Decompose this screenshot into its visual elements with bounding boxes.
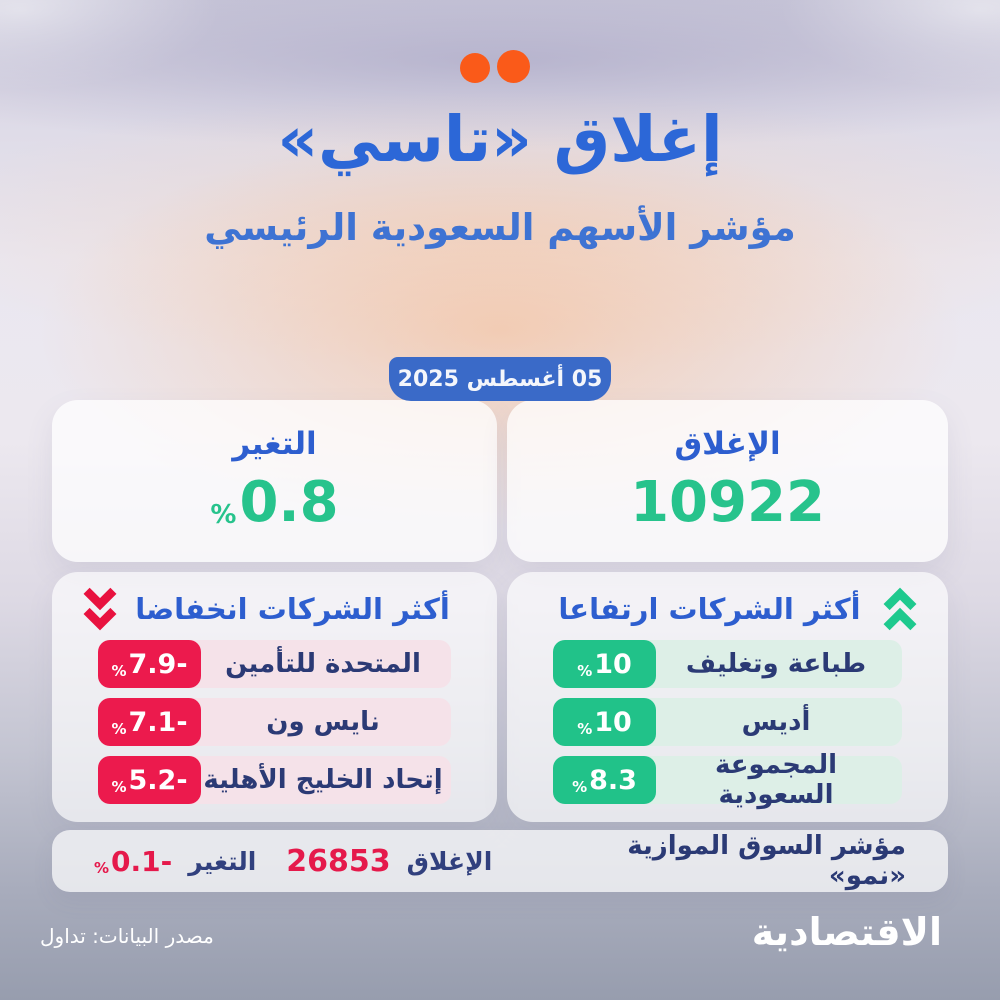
page-subtitle: مؤشر الأسهم السعودية الرئيسي — [204, 206, 796, 249]
close-label: الإغلاق — [674, 426, 781, 462]
nomu-change-value: -0.1 % — [94, 845, 172, 878]
nomu-close-value: 26853 — [286, 843, 391, 879]
nomu-title: مؤشر السوق الموازية «نمو» — [627, 831, 906, 891]
nomu-change-group: التغير -0.1 % — [94, 845, 256, 878]
change-summary-card: التغير 0.8 % — [52, 400, 497, 562]
brand-dots — [460, 50, 540, 86]
brand-dot-right — [497, 50, 530, 83]
gainer-row: أديس 10 % — [553, 698, 902, 746]
company-name: أديس — [741, 707, 811, 737]
top-losers-panel: أكثر الشركات انخفاضا المتحدة للتأمين -7.… — [52, 572, 497, 822]
top-gainers-title: أكثر الشركات ارتفاعا — [558, 592, 861, 626]
close-value: 10922 — [630, 470, 825, 535]
close-summary-card: الإغلاق 10922 — [507, 400, 948, 562]
date-badge: 05 أغسطس 2025 — [389, 357, 611, 401]
change-badge: 8.3 % — [553, 756, 656, 804]
change-number: 10 — [594, 706, 632, 738]
change-label: التغير — [232, 426, 317, 462]
percent-sign: % — [94, 859, 110, 877]
top-losers-title: أكثر الشركات انخفاضا — [135, 592, 450, 626]
change-number: -0.1 — [111, 844, 173, 878]
nomu-change-label: التغير — [188, 846, 257, 876]
change-badge: 10 % — [553, 640, 656, 688]
top-gainers-rows: طباعة وتغليف 10 % أديس 10 % المجموعة الس… — [553, 640, 902, 810]
page-title: إغلاق «تاسي» — [277, 103, 723, 176]
change-badge: -5.2 % — [98, 756, 201, 804]
nomu-close-label: الإغلاق — [406, 846, 493, 876]
company-name: المتحدة للتأمين — [225, 649, 421, 679]
brand-dot-left — [460, 53, 490, 83]
change-badge: -7.9 % — [98, 640, 201, 688]
chevrons-down-icon — [82, 586, 118, 632]
percent-sign: % — [577, 662, 593, 680]
percent-sign: % — [111, 720, 127, 738]
percent-sign: % — [572, 778, 588, 796]
company-name: طباعة وتغليف — [685, 649, 867, 679]
gainer-row: المجموعة السعودية 8.3 % — [553, 750, 902, 810]
change-number: -7.1 — [128, 706, 188, 738]
data-source-note: مصدر البيانات: تداول — [40, 924, 214, 948]
change-value: 0.8 % — [210, 470, 338, 535]
top-losers-rows: المتحدة للتأمين -7.9 % نايس ون -7.1 % إت… — [98, 640, 451, 804]
top-gainers-header: أكثر الشركات ارتفاعا — [537, 586, 918, 632]
top-gainers-panel: أكثر الشركات ارتفاعا طباعة وتغليف 10 % أ… — [507, 572, 948, 822]
change-number: 8.3 — [589, 764, 637, 796]
chevrons-up-icon — [882, 586, 918, 632]
change-number: 10 — [594, 648, 632, 680]
aleqtisadiah-logo: الاقتصادية — [751, 910, 942, 954]
top-losers-header: أكثر الشركات انخفاضا — [82, 586, 467, 632]
change-badge: 10 % — [553, 698, 656, 746]
loser-row: المتحدة للتأمين -7.9 % — [98, 640, 451, 688]
percent-sign: % — [111, 778, 127, 796]
gainer-row: طباعة وتغليف 10 % — [553, 640, 902, 688]
change-number: 0.8 — [239, 470, 339, 535]
percent-sign: % — [577, 720, 593, 738]
loser-row: نايس ون -7.1 % — [98, 698, 451, 746]
change-badge: -7.1 % — [98, 698, 201, 746]
close-number: 10922 — [630, 470, 825, 535]
percent-sign: % — [210, 499, 237, 530]
change-number: -5.2 — [128, 764, 188, 796]
percent-sign: % — [111, 662, 127, 680]
nomu-index-bar: مؤشر السوق الموازية «نمو» الإغلاق 26853 … — [52, 830, 948, 892]
change-number: -7.9 — [128, 648, 188, 680]
nomu-close-group: الإغلاق 26853 — [286, 844, 492, 879]
company-name: المجموعة السعودية — [714, 750, 838, 810]
company-name: نايس ون — [266, 707, 380, 737]
company-name: إتحاد الخليج الأهلية — [203, 765, 443, 795]
loser-row: إتحاد الخليج الأهلية -5.2 % — [98, 756, 451, 804]
